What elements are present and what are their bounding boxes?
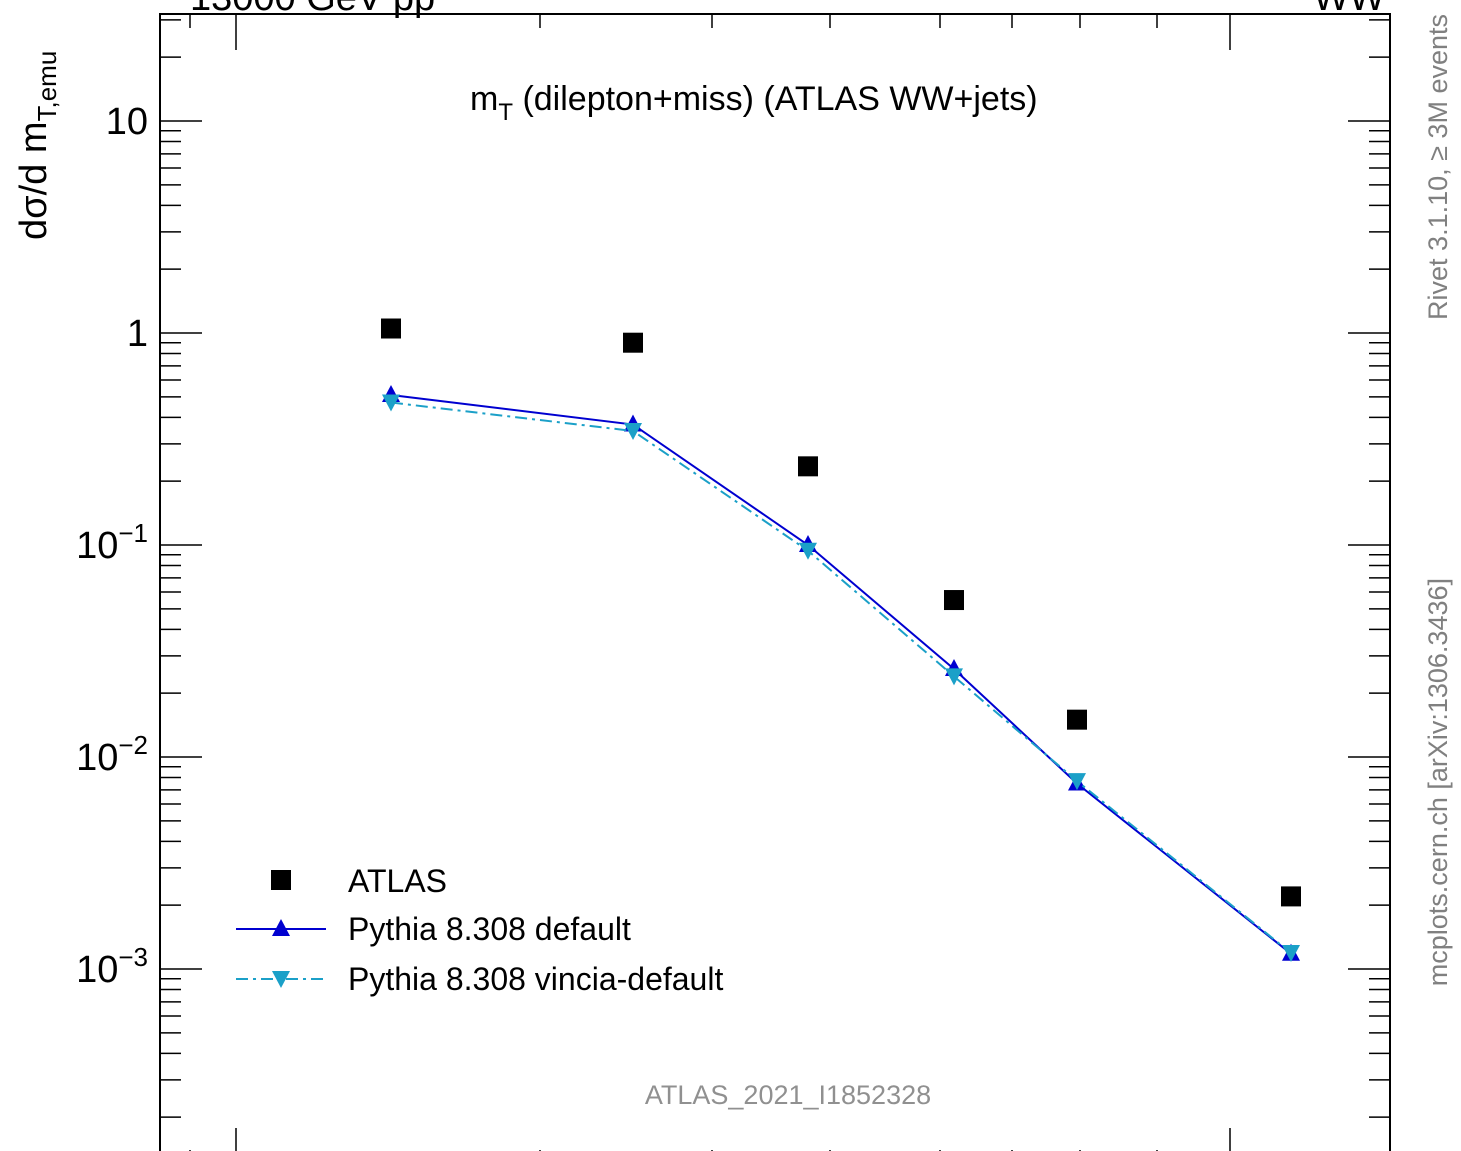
x-axis-ticks bbox=[189, 14, 1231, 1151]
rivet-label: Rivet 3.1.10, ≥ 3M events bbox=[1423, 14, 1453, 320]
data-point-atlas bbox=[381, 318, 401, 339]
y-tick-label: 10 bbox=[106, 101, 148, 143]
data-point-atlas bbox=[798, 456, 818, 477]
legend-default-label: Pythia 8.308 default bbox=[348, 911, 631, 947]
legend-vincia-label: Pythia 8.308 vincia-default bbox=[348, 961, 723, 997]
y-tick-label: 10−1 bbox=[76, 518, 148, 567]
chart-title: mT (dilepton+miss) (ATLAS WW+jets) bbox=[470, 80, 1038, 126]
data-point-vincia bbox=[382, 394, 400, 412]
process-label: WW bbox=[1313, 0, 1385, 19]
data-point-vincia bbox=[1068, 773, 1086, 791]
y-tick-label: 10−3 bbox=[76, 942, 148, 991]
energy-label: 13000 GeV pp bbox=[190, 0, 435, 19]
data-point-vincia bbox=[945, 668, 963, 686]
data-point-vincia bbox=[624, 422, 642, 440]
y-tick-label: 10−2 bbox=[76, 730, 148, 779]
series-line-2 bbox=[390, 401, 1292, 954]
y-tick-label: 1 bbox=[127, 313, 148, 355]
legend-default-marker bbox=[272, 919, 290, 936]
legend-atlas-label: ATLAS bbox=[348, 863, 447, 899]
data-point-vincia bbox=[1282, 944, 1300, 962]
legend: ATLAS Pythia 8.308 default Pythia 8.308 … bbox=[236, 863, 723, 997]
plot-frame bbox=[159, 13, 1391, 1151]
y-axis-ticks bbox=[160, 19, 1390, 1118]
mcplots-label: mcplots.cern.ch [arXiv:1306.3436] bbox=[1423, 578, 1453, 986]
y-axis-label: dσ/d mT,emu bbox=[13, 51, 62, 240]
analysis-id: ATLAS_2021_I1852328 bbox=[645, 1080, 931, 1110]
legend-atlas-marker bbox=[271, 870, 291, 890]
data-point-atlas bbox=[1281, 886, 1301, 907]
legend-vincia-marker bbox=[272, 971, 290, 988]
data-point-atlas bbox=[623, 332, 643, 353]
series-line-1 bbox=[390, 394, 1292, 955]
y-axis-tick-labels: 10 1 10−1 10−2 10−3 bbox=[76, 101, 148, 991]
data-point-vincia bbox=[799, 542, 817, 560]
data-point-atlas bbox=[944, 590, 964, 611]
series-layer bbox=[381, 318, 1301, 962]
data-point-atlas bbox=[1067, 709, 1087, 730]
